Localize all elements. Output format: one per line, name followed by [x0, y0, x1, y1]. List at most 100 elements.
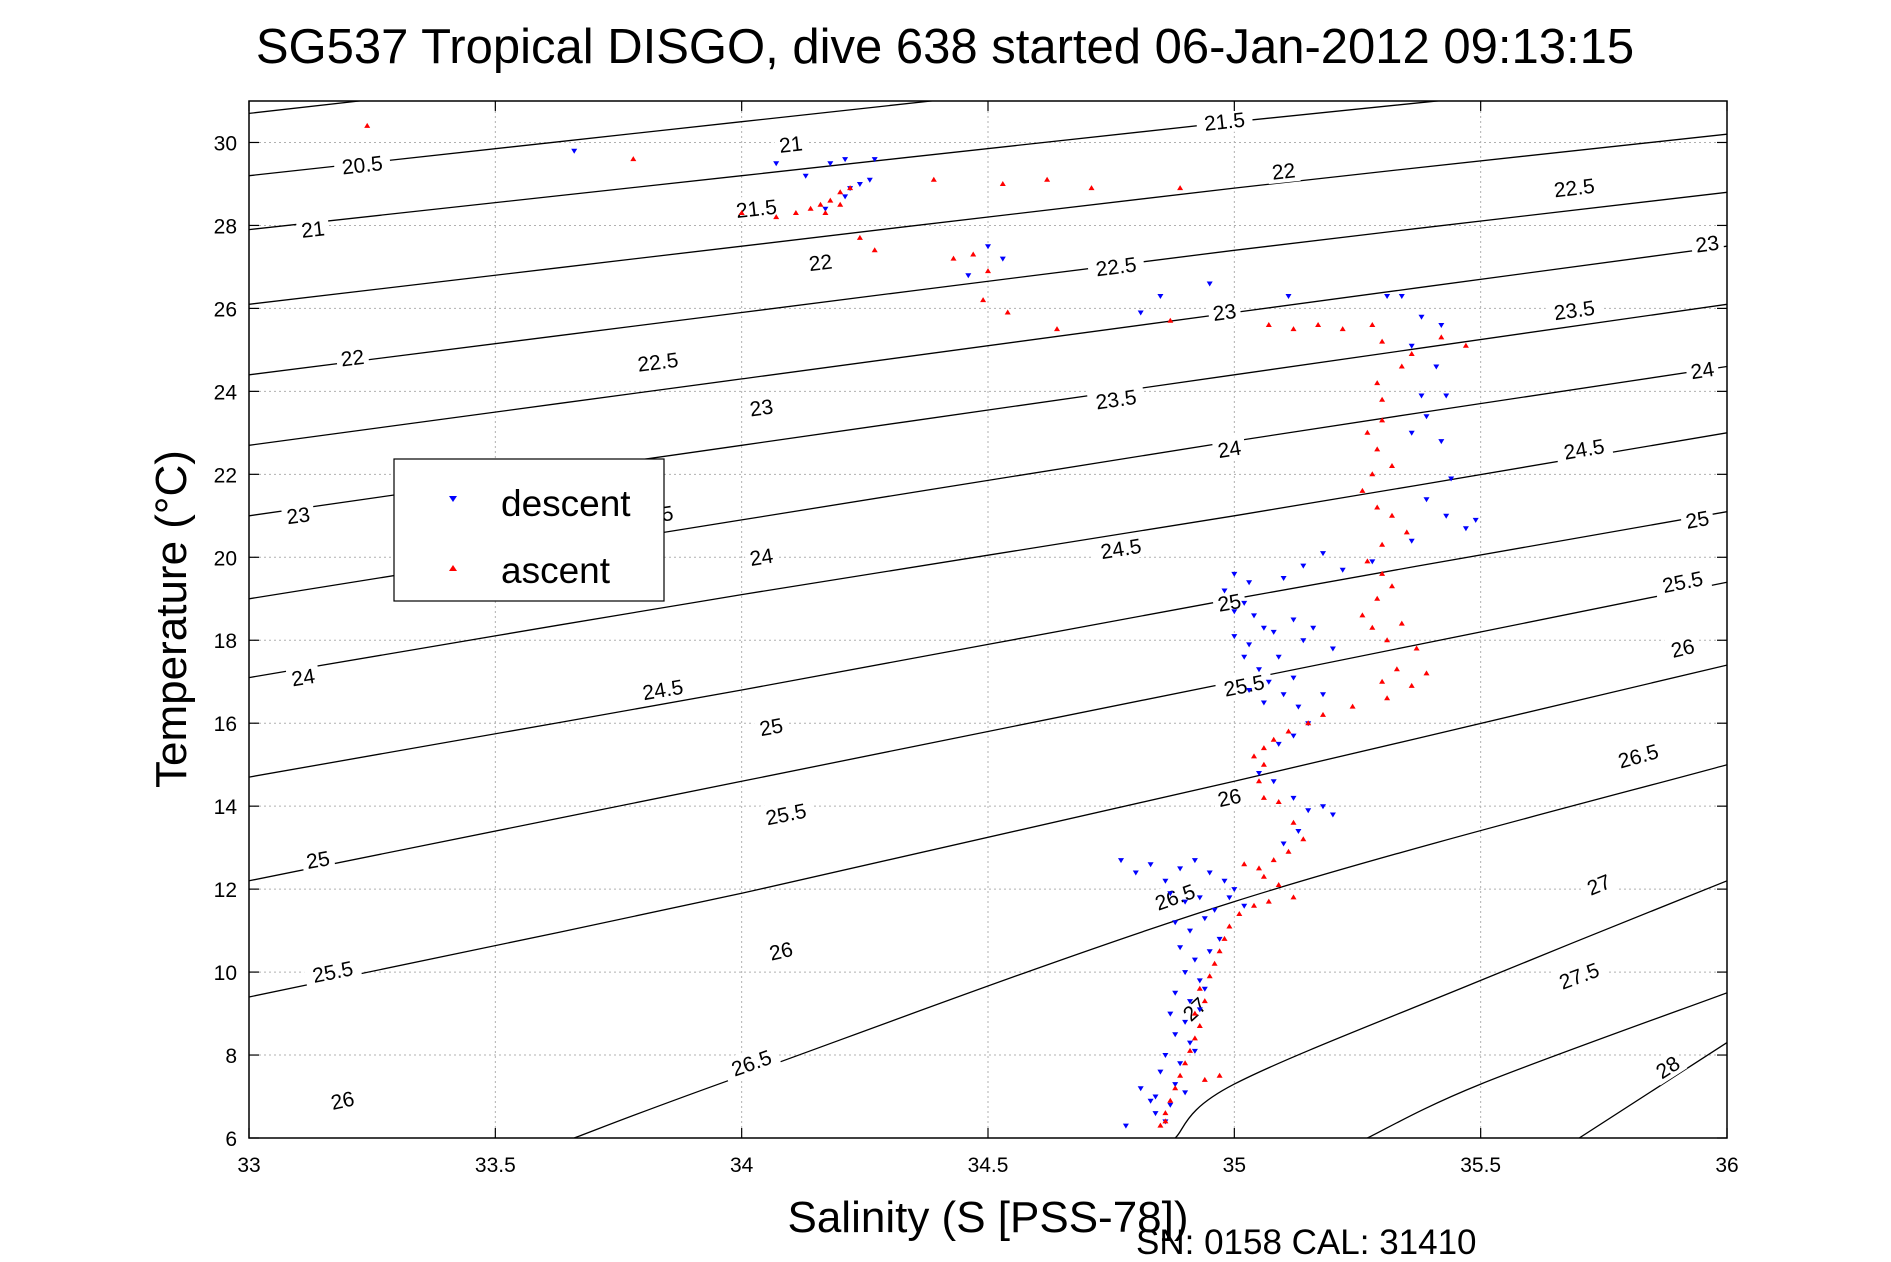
ascent-point: [1275, 799, 1282, 804]
descent-point: [1418, 314, 1425, 320]
density-contour-line: [573, 764, 1727, 1138]
y-tick-label: 8: [225, 1045, 237, 1068]
legend-box: [393, 458, 665, 602]
contour-label-text: 23: [1211, 300, 1237, 326]
descent-point: [1300, 563, 1307, 569]
ascent-point: [1285, 848, 1292, 854]
density-contour-line: [1578, 1042, 1727, 1138]
descent-point: [1211, 907, 1218, 913]
descent-point: [822, 206, 829, 212]
ascent-point: [847, 185, 854, 191]
ascent-point: [1270, 857, 1277, 863]
descent-point: [1172, 1032, 1179, 1038]
ascent-point: [1364, 429, 1371, 435]
density-contour-line: [1174, 880, 1727, 1138]
descent-point: [1201, 986, 1208, 992]
descent-point: [1260, 625, 1267, 631]
ascent-point: [1320, 711, 1326, 717]
ascent-point: [1285, 728, 1292, 734]
y-tick-label: 16: [214, 713, 237, 736]
ascent-point: [950, 255, 957, 261]
contour-label-text: 25: [1216, 590, 1243, 617]
contour-label-text: 25: [758, 714, 785, 741]
contour-label-text: 26: [767, 938, 795, 966]
contour-label-text: 22.5: [1553, 175, 1596, 203]
contour-label-text: 25: [305, 847, 332, 874]
ascent-point: [1359, 612, 1366, 618]
contour-label-bg: [1652, 563, 1713, 599]
density-contour-label: 27: [1579, 866, 1618, 902]
density-contour-label: 26: [324, 1084, 361, 1115]
descent-point: [1246, 642, 1253, 648]
descent-point: [1310, 625, 1317, 631]
descent-point: [1152, 1111, 1159, 1117]
contour-label-text: 24: [290, 665, 317, 691]
descent-point: [1256, 771, 1262, 776]
descent-point: [1147, 1098, 1154, 1104]
contour-label-bg: [1206, 297, 1242, 326]
ascent-point: [1398, 363, 1405, 369]
y-axis-label: Temperature (°C): [147, 450, 196, 788]
contour-label-bg: [1211, 434, 1247, 463]
descent-point: [1443, 513, 1450, 519]
descent-point: [1305, 808, 1312, 814]
contour-label-bg: [1664, 632, 1701, 663]
density-contour-line: [249, 133, 1727, 305]
ascent-point: [1408, 351, 1415, 356]
ascent-point: [1305, 720, 1312, 726]
chart-title: SG537 Tropical DISGO, dive 638 started 0…: [256, 20, 1634, 74]
descent-point: [1201, 916, 1208, 922]
contour-label-bg: [1174, 989, 1215, 1029]
contour-label-bg: [1548, 954, 1610, 997]
ascent-point: [1201, 1076, 1208, 1082]
ascent-point: [1211, 960, 1218, 966]
descent-point: [1137, 1086, 1144, 1092]
ascent-point: [1167, 1097, 1174, 1103]
contour-label-bg: [1211, 587, 1248, 617]
density-contour-label: 24: [743, 541, 779, 571]
contour-label-text: 23: [748, 396, 774, 422]
descent-point: [1438, 439, 1445, 445]
density-contour-label: 21: [295, 214, 331, 243]
ascent-point: [1167, 317, 1174, 323]
ascent-point: [1004, 309, 1011, 315]
ascent-point: [1359, 487, 1366, 493]
descent-point: [866, 177, 873, 183]
descent-point: [842, 194, 849, 200]
ascent-point: [999, 181, 1006, 186]
descent-point: [1167, 891, 1174, 897]
density-contour-label: 26: [1210, 781, 1248, 812]
ascent-point: [822, 210, 829, 215]
descent-point: [1206, 949, 1213, 955]
descent-point: [1182, 899, 1189, 905]
contour-label-text: 23.5: [1094, 386, 1138, 415]
y-tick-label: 28: [214, 215, 237, 238]
contour-label-bg: [1607, 736, 1669, 775]
y-tick-label: 18: [214, 630, 237, 653]
density-contour-label: 23.5: [1086, 382, 1146, 415]
descent-point: [856, 182, 863, 187]
ascent-point: [1044, 176, 1051, 182]
descent-point: [1448, 476, 1455, 482]
ascent-point: [1172, 1085, 1179, 1091]
descent-point: [1398, 294, 1405, 299]
contour-label-text: 22.5: [1094, 253, 1137, 281]
descent-point: [871, 157, 878, 163]
density-contour-line: [249, 245, 1727, 446]
descent-point: [985, 244, 991, 250]
descent-point: [1408, 430, 1415, 436]
descent-point: [1280, 576, 1287, 581]
contour-label-bg: [628, 345, 688, 377]
ascent-point: [837, 189, 844, 195]
descent-point: [1270, 629, 1277, 635]
contour-label-bg: [743, 541, 779, 571]
contour-label-bg: [285, 662, 321, 691]
contour-label-bg: [727, 192, 786, 223]
contour-label-bg: [1086, 250, 1146, 282]
density-contour-label: 23: [1206, 297, 1242, 326]
descent-point: [1226, 895, 1233, 901]
descent-point: [1221, 588, 1228, 594]
descent-point: [1285, 294, 1292, 299]
descent-series: [571, 148, 1479, 1129]
y-tick-label: 30: [214, 132, 237, 155]
